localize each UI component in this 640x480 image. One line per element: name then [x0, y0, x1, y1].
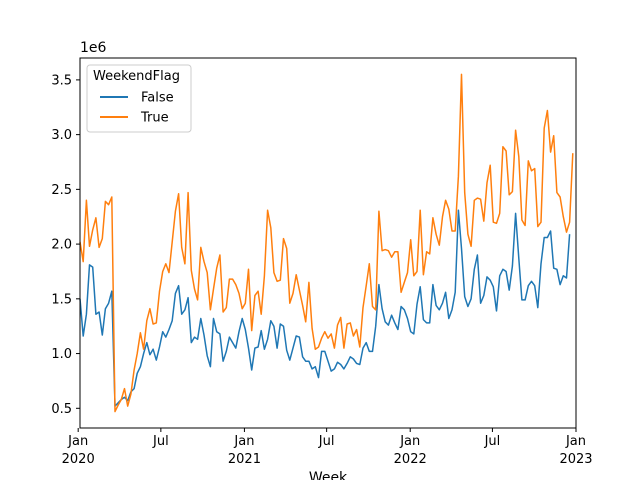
x-tick-label: 2021	[228, 452, 261, 467]
x-tick-label: 2023	[559, 452, 592, 467]
legend-label-true: True	[140, 111, 169, 126]
x-tick-label: Jul	[318, 434, 335, 449]
legend: WeekendFlag False True	[86, 64, 192, 133]
y-offset-label: 1e6	[80, 40, 107, 56]
x-tick-label: Jan	[67, 434, 88, 449]
plot-frame	[79, 57, 577, 429]
series-line-true	[79, 73, 574, 413]
legend-box	[86, 64, 192, 133]
x-tick-label: Jul	[152, 434, 169, 449]
y-axis: 0.5 1.0 1.5 2.0 2.5 3.0 3.5	[51, 73, 80, 417]
x-tick-label: Jul	[484, 434, 501, 449]
x-axis-label: Week	[309, 470, 348, 480]
y-tick-label: 0.5	[51, 402, 72, 417]
x-tick-label: 2022	[394, 452, 427, 467]
legend-items: False True	[100, 91, 174, 126]
y-tick-label: 2.0	[51, 238, 72, 253]
x-tick-label: Jan	[565, 434, 586, 449]
x-tick-label: Jan	[233, 434, 254, 449]
y-tick-label: 3.5	[51, 73, 72, 88]
y-tick-label: 1.0	[51, 347, 72, 362]
y-tick-label: 3.0	[51, 128, 72, 143]
y-tick-label: 1.5	[51, 292, 72, 307]
x-tick-label: Jan	[399, 434, 420, 449]
series-line-false	[79, 209, 571, 407]
x-tick-label: 2020	[62, 452, 95, 467]
y-tick-label: 2.5	[51, 183, 72, 198]
x-axis: Jan 2020 Jul Jan 2021 Jul Jan 2022 Jul Jan 2023	[62, 428, 593, 467]
legend-label-false: False	[141, 91, 174, 106]
legend-title: WeekendFlag	[93, 69, 180, 84]
series-layer	[79, 73, 574, 413]
